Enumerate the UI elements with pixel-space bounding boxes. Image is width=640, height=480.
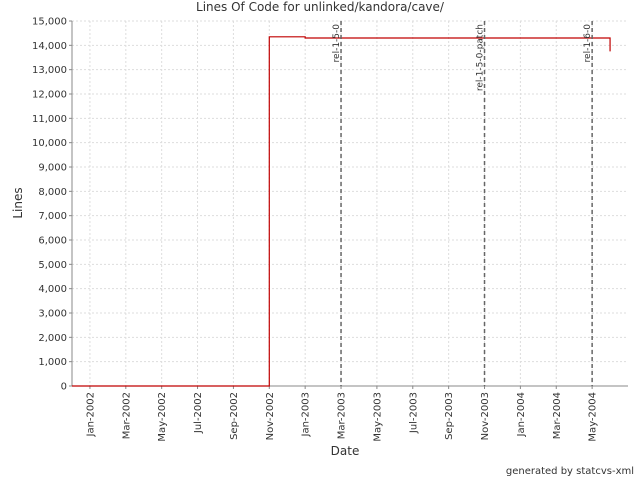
- chart-title: Lines Of Code for unlinked/kandora/cave/: [196, 0, 445, 14]
- y-tick-label: 12,000: [32, 90, 67, 101]
- y-axis-title: Lines: [11, 187, 25, 218]
- x-tick-label: Sep-2003: [444, 392, 455, 440]
- marker-label: rel-1-6-0: [583, 24, 593, 63]
- data-line: [72, 36, 611, 387]
- y-tick-label: 1,000: [38, 357, 67, 368]
- x-tick-label: Mar-2002: [121, 392, 132, 439]
- x-tick-label: May-2002: [157, 392, 168, 442]
- x-axis-title: Date: [331, 444, 360, 458]
- y-tick-label: 3,000: [38, 309, 67, 320]
- y-tick-label: 11,000: [32, 114, 67, 125]
- footer: generated by statcvs-xml: [506, 466, 634, 477]
- y-tick-label: 2,000: [38, 333, 67, 344]
- marker-label: rel-1-5-0-patch: [476, 24, 486, 91]
- y-tick-label: 4,000: [38, 284, 67, 295]
- y-tick-label: 7,000: [38, 211, 67, 222]
- x-tick-label: Nov-2002: [265, 392, 276, 440]
- x-tick-label: Mar-2004: [552, 392, 563, 439]
- marker-label: rel-1-5-0: [332, 24, 342, 63]
- x-tick-label: Jan-2004: [516, 392, 527, 437]
- y-tick-label: 6,000: [38, 236, 67, 247]
- x-tick-label: Nov-2003: [480, 392, 491, 440]
- y-tick-label: 8,000: [38, 187, 67, 198]
- x-tick-label: Jul-2002: [193, 392, 204, 434]
- x-tick-label: May-2003: [372, 392, 383, 442]
- x-tick-label: Sep-2002: [229, 392, 240, 440]
- x-tick-label: Jul-2003: [408, 392, 419, 434]
- y-tick-label: 15,000: [32, 17, 67, 28]
- x-tick-label: May-2004: [588, 392, 599, 442]
- y-tick-label: 13,000: [32, 65, 67, 76]
- x-tick-label: Jan-2002: [85, 392, 96, 437]
- y-tick-label: 0: [61, 382, 67, 393]
- y-tick-label: 5,000: [38, 260, 67, 271]
- y-tick-label: 9,000: [38, 163, 67, 174]
- x-tick-label: Mar-2003: [337, 392, 348, 439]
- y-tick-label: 10,000: [32, 138, 67, 149]
- y-tick-label: 14,000: [32, 41, 67, 52]
- x-tick-label: Jan-2003: [301, 392, 312, 437]
